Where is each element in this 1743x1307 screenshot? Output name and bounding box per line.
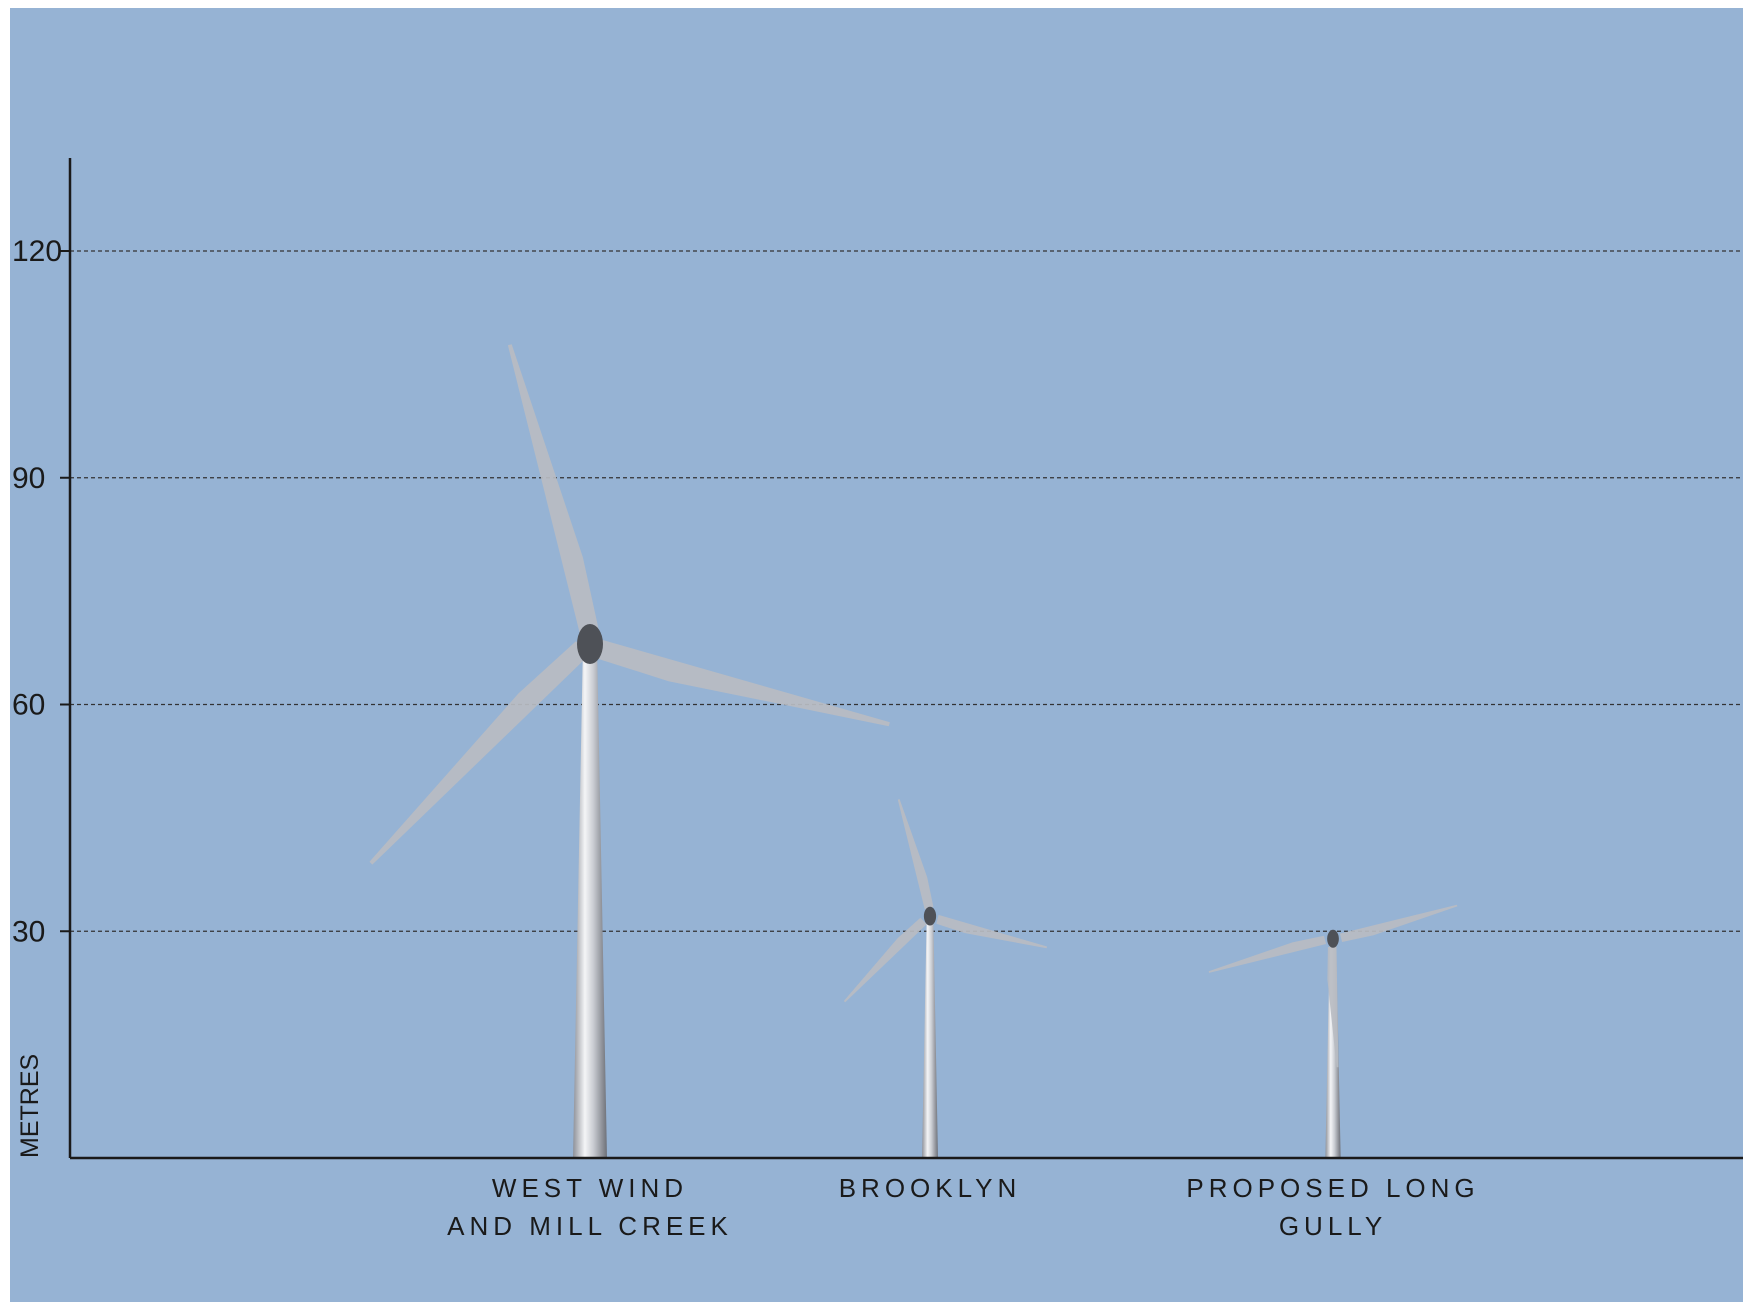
turbine-blade	[936, 914, 1048, 949]
bar-tower	[922, 916, 938, 1158]
y-tick-label: 60	[12, 689, 45, 722]
x-category-label: WEST WIND	[492, 1173, 688, 1203]
plot-background	[10, 8, 1743, 1302]
turbine-blade	[594, 639, 890, 727]
x-category-label: GULLY	[1279, 1211, 1387, 1241]
turbine-blade	[507, 344, 600, 639]
x-category-label: PROPOSED LONG	[1186, 1173, 1479, 1203]
bar-tower	[573, 644, 607, 1158]
y-tick-label: 30	[12, 915, 45, 948]
turbine-blade	[1327, 946, 1339, 1068]
x-category-label: BROOKLYN	[839, 1173, 1022, 1203]
y-tick-label: 120	[12, 235, 62, 268]
turbine-hub	[577, 624, 603, 665]
turbine-hub	[923, 906, 937, 926]
turbine-blade	[1339, 904, 1458, 942]
x-category-label: AND MILL CREEK	[447, 1211, 733, 1241]
turbine-hub	[1327, 929, 1339, 948]
turbine-blade	[843, 917, 927, 1003]
turbine-blade	[369, 641, 590, 865]
turbine-2	[843, 799, 1048, 1158]
y-tick-label: 90	[12, 462, 45, 495]
turbine-3	[1208, 904, 1458, 1158]
turbine-blade	[897, 799, 934, 910]
y-axis-label: METRES	[16, 1054, 44, 1158]
turbine-blade	[1208, 935, 1327, 973]
turbine-1	[369, 344, 890, 1158]
